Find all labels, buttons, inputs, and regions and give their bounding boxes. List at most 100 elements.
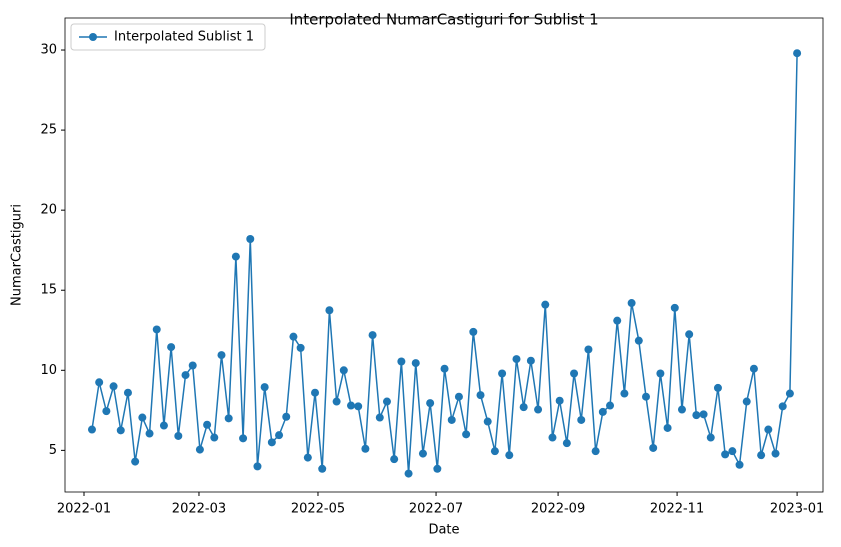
y-axis-label: NumarCastiguri: [10, 204, 25, 306]
x-tick-label: 2022-07: [409, 502, 463, 517]
series-line: [91, 53, 798, 474]
point: [210, 433, 219, 442]
point: [634, 336, 643, 345]
point: [476, 391, 485, 400]
legend-box: [70, 23, 266, 51]
point: [440, 364, 449, 373]
point: [692, 411, 701, 420]
point: [685, 330, 694, 339]
point: [793, 49, 802, 58]
point: [253, 462, 262, 471]
point: [555, 396, 564, 405]
point: [188, 361, 197, 370]
point: [490, 447, 499, 456]
point: [534, 405, 543, 414]
point: [656, 369, 665, 378]
point: [239, 434, 248, 443]
point: [275, 431, 284, 440]
point: [159, 421, 168, 430]
legend-label: Interpolated Sublist 1: [114, 30, 254, 45]
point: [303, 453, 312, 462]
point: [584, 345, 593, 354]
point: [721, 450, 730, 459]
point: [116, 426, 125, 435]
point: [454, 392, 463, 401]
point: [217, 351, 226, 360]
x-tick-label: 2022-05: [291, 502, 345, 517]
point: [570, 369, 579, 378]
point: [749, 364, 758, 373]
point: [613, 316, 622, 325]
point: [562, 439, 571, 448]
point: [224, 414, 233, 423]
point: [397, 357, 406, 366]
legend-marker: [89, 33, 97, 41]
point: [706, 433, 715, 442]
point: [785, 389, 794, 398]
point: [670, 303, 679, 312]
x-tick-label: 2023-01: [770, 502, 824, 517]
point: [728, 447, 737, 456]
point: [764, 425, 773, 434]
point: [347, 401, 356, 410]
point: [267, 438, 276, 447]
y-tick-label: 15: [40, 283, 57, 298]
y-tick-label: 5: [49, 443, 57, 458]
point: [649, 443, 658, 452]
point: [519, 403, 528, 412]
point: [332, 397, 341, 406]
point: [498, 369, 507, 378]
point: [606, 401, 615, 410]
point: [483, 417, 492, 426]
point: [390, 455, 399, 464]
point: [152, 325, 161, 334]
point: [318, 464, 327, 473]
x-tick-label: 2022-11: [650, 502, 704, 517]
point: [642, 392, 651, 401]
point: [541, 300, 550, 309]
point: [174, 431, 183, 440]
point: [296, 343, 305, 352]
point: [289, 332, 298, 341]
point: [131, 457, 140, 466]
point: [109, 382, 118, 391]
point: [591, 447, 600, 456]
x-tick-label: 2022-03: [172, 502, 226, 517]
point: [87, 425, 96, 434]
point: [311, 388, 320, 397]
point: [771, 449, 780, 458]
point: [138, 413, 147, 422]
point: [627, 299, 636, 308]
point: [713, 383, 722, 392]
point: [404, 469, 413, 478]
point: [282, 412, 291, 421]
point: [181, 371, 190, 380]
point: [361, 444, 370, 453]
point: [145, 429, 154, 438]
point: [577, 415, 586, 424]
point: [598, 407, 607, 416]
point: [677, 405, 686, 414]
point: [505, 451, 514, 460]
point: [512, 355, 521, 364]
point: [195, 445, 204, 454]
point: [368, 331, 377, 340]
point: [375, 413, 384, 422]
point: [325, 306, 334, 315]
point: [469, 327, 478, 336]
point: [699, 410, 708, 419]
y-tick-label: 20: [40, 203, 57, 218]
point: [123, 388, 132, 397]
point: [526, 356, 535, 365]
point: [167, 343, 176, 352]
point: [382, 397, 391, 406]
chart-title: Interpolated NumarCastiguri for Sublist …: [289, 11, 598, 29]
point: [246, 234, 255, 243]
y-tick-label: 10: [40, 363, 57, 378]
point: [433, 464, 442, 473]
point: [339, 366, 348, 375]
point: [95, 378, 104, 387]
point: [447, 415, 456, 424]
point: [354, 402, 363, 411]
